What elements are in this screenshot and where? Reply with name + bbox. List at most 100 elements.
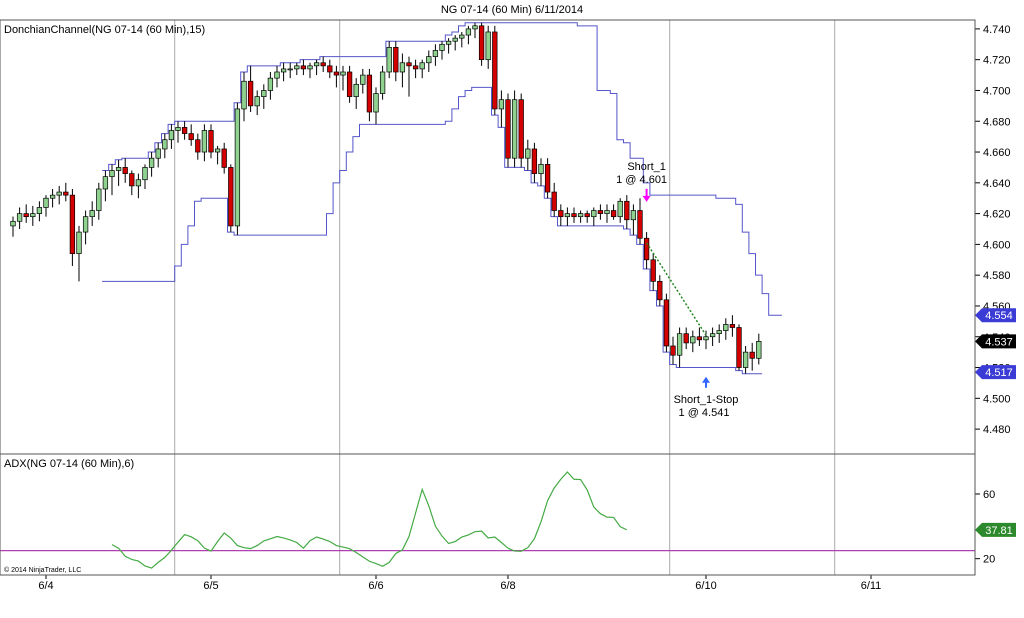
candle: [109, 164, 115, 196]
candle: [584, 210, 590, 223]
candle-body: [76, 231, 82, 254]
price-panel-label: DonchianChannel(NG 07-14 (60 Min),15): [4, 24, 205, 36]
candle: [168, 124, 175, 149]
candle-body: [709, 333, 716, 338]
adx-panel-label: ADX(NG 07-14 (60 Min),6): [4, 458, 134, 470]
candle: [122, 158, 128, 183]
candle-body: [531, 148, 538, 174]
candle-body: [63, 191, 69, 196]
candle: [511, 90, 518, 168]
candle: [102, 170, 109, 202]
candle-body: [155, 148, 161, 159]
candle-body: [399, 62, 406, 73]
candle-body: [294, 65, 300, 70]
candle-body: [43, 197, 49, 208]
grid-layer: [174, 20, 836, 575]
entry-arrow-icon: [642, 195, 651, 202]
candle: [729, 315, 736, 337]
candle: [386, 41, 392, 79]
candle: [228, 164, 234, 233]
price-axis-label: 4.740: [983, 24, 1011, 36]
candle: [663, 293, 670, 353]
exit-trade-name: Short_1-Stop: [674, 394, 739, 406]
candle-body: [426, 56, 432, 64]
adx-value-text: 37.81: [985, 525, 1013, 537]
candle: [610, 204, 617, 220]
price-axis-label: 4.600: [983, 239, 1011, 251]
candle-body: [208, 130, 214, 153]
candle: [89, 201, 95, 226]
candle-body: [96, 188, 102, 211]
candle-body: [379, 71, 386, 94]
candle: [129, 170, 135, 196]
price-axis-label: 4.500: [983, 393, 1011, 405]
candle: [538, 158, 544, 186]
candle-body: [551, 191, 557, 211]
candle-body: [360, 74, 366, 85]
candle-body: [234, 108, 241, 227]
candlestick-layer: [10, 22, 762, 374]
candle: [366, 68, 373, 122]
candle: [175, 121, 181, 143]
candle-body: [690, 336, 696, 344]
candle: [604, 204, 610, 223]
candle-body: [56, 191, 62, 196]
candle: [63, 182, 69, 202]
candle-body: [610, 210, 617, 218]
candle-body: [525, 148, 531, 159]
candle-body: [201, 130, 208, 153]
candle: [485, 25, 491, 69]
candle-body: [247, 80, 254, 107]
entry-arrow-shaft: [645, 188, 648, 197]
candle: [155, 142, 161, 168]
price-label-text: 4.517: [985, 367, 1013, 379]
candle: [327, 59, 333, 79]
price-axis-label: 4.640: [983, 178, 1011, 190]
candle-body: [313, 62, 320, 67]
chart-title: NG 07-14 (60 Min) 6/11/2014: [441, 4, 583, 16]
candle-body: [736, 327, 742, 368]
candle: [617, 198, 623, 223]
candle: [135, 173, 142, 199]
candle-body: [485, 31, 491, 61]
exit-arrow-icon: [702, 376, 710, 383]
price-axis-label: 4.720: [983, 55, 1011, 67]
candle: [709, 327, 716, 346]
candle-body: [122, 167, 128, 174]
donchian-lower-line: [102, 86, 763, 375]
price-axis-label: 4.680: [983, 116, 1011, 128]
candle-body: [168, 130, 175, 141]
x-axis-label: 6/11: [861, 580, 882, 592]
candle-body: [577, 213, 584, 218]
candle-body: [254, 96, 260, 107]
candle-body: [604, 210, 610, 214]
exit-trade-detail: 1 @ 4.541: [679, 407, 730, 419]
candle: [551, 182, 557, 217]
candle-body: [544, 164, 551, 193]
candle: [43, 195, 49, 217]
candle-body: [307, 65, 313, 70]
price-label-bg: [975, 365, 1016, 380]
candle-body: [591, 210, 597, 218]
candle: [96, 182, 102, 220]
candle-body: [584, 213, 590, 218]
candle-body: [16, 213, 23, 222]
candle: [181, 121, 188, 140]
candle: [650, 253, 656, 291]
candle-body: [280, 68, 287, 73]
candle-body: [214, 148, 221, 153]
candle: [333, 65, 340, 88]
candle-body: [630, 210, 637, 221]
donchian-upper-line: [102, 22, 782, 316]
candle: [432, 44, 439, 66]
candle-body: [175, 127, 181, 131]
candle: [571, 207, 577, 223]
candle-body: [30, 213, 36, 218]
candle-body: [597, 210, 604, 214]
candle: [353, 78, 359, 109]
candle-body: [135, 179, 142, 187]
candle: [696, 327, 703, 346]
candle-body: [346, 71, 353, 97]
candle-body: [716, 330, 722, 335]
